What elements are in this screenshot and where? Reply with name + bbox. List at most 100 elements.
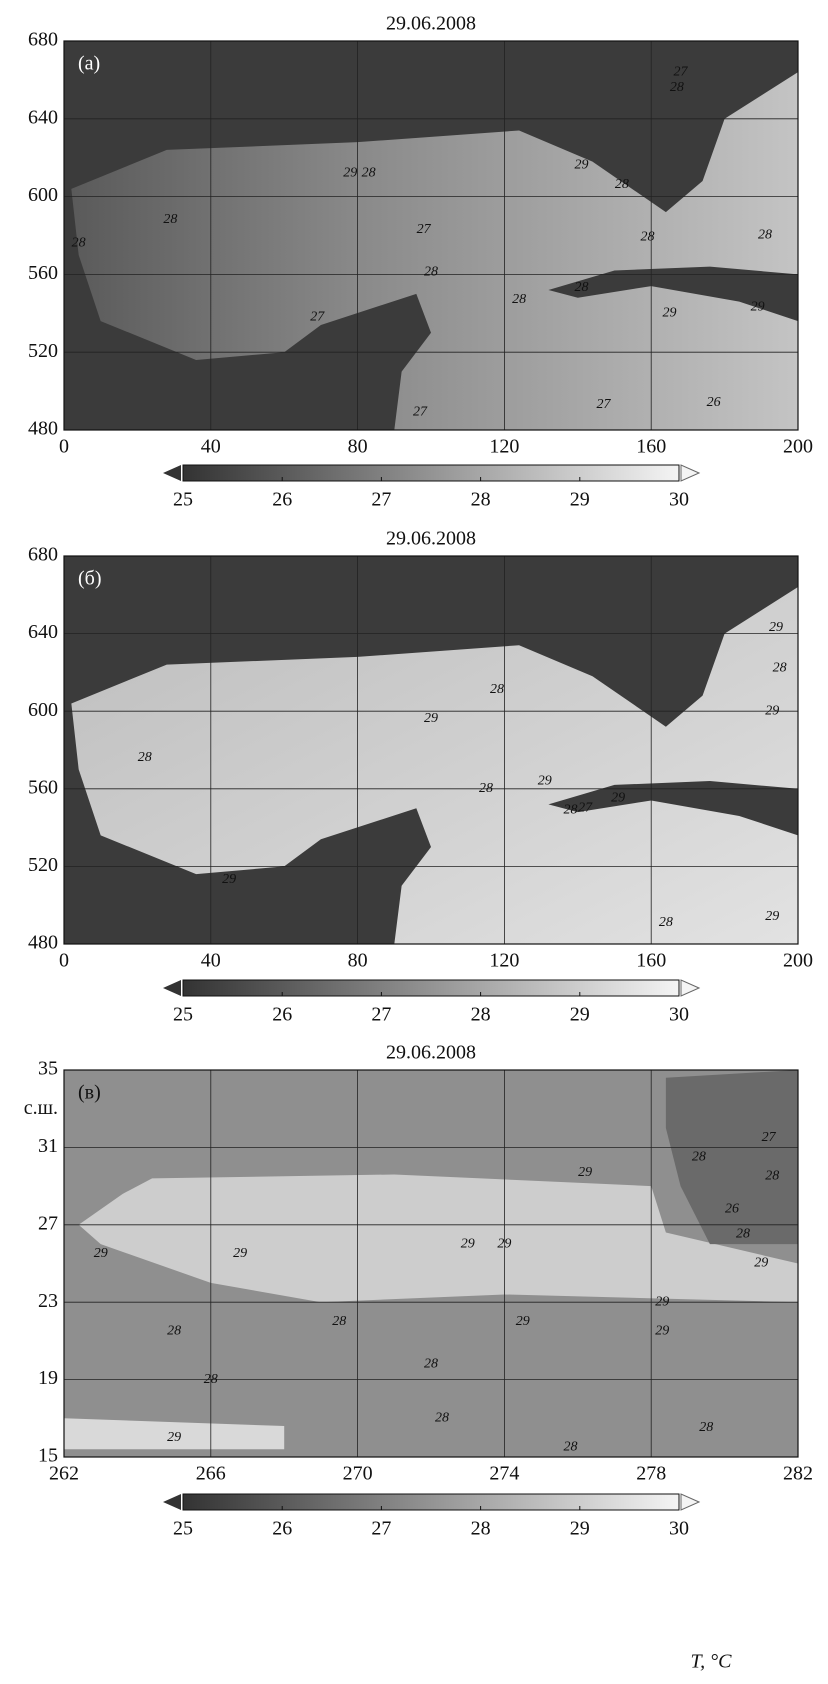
contour-label: 28	[167, 1323, 181, 1338]
colorbar-tick-label: 28	[471, 1004, 491, 1026]
contour-label: 28	[736, 1227, 750, 1242]
contour-label: 28	[138, 750, 152, 765]
colorbar-tick-label: 30	[669, 489, 689, 511]
y-tick-label: 520	[28, 854, 58, 876]
contour-label: 28	[490, 682, 504, 697]
y-tick-label: 480	[28, 932, 58, 954]
contour-label: 29	[424, 711, 438, 726]
sea-field	[71, 587, 799, 944]
contour-label: 28	[670, 80, 684, 95]
contour-label: 29	[574, 158, 588, 173]
chart-title: 29.06.2008	[386, 1042, 476, 1064]
y-tick-label: 640	[28, 106, 58, 128]
contour-label: 29	[765, 703, 779, 718]
warm-area	[78, 1174, 799, 1303]
contour-label: 28	[424, 265, 438, 280]
contour-label: 28	[765, 1169, 779, 1184]
contour-label: 29	[655, 1294, 669, 1309]
contour-label: 26	[707, 395, 721, 410]
sea-field	[71, 72, 799, 431]
chart-title: 29.06.2008	[386, 13, 476, 35]
y-tick-label: 31	[38, 1135, 58, 1157]
y-tick-label: 35	[38, 1058, 58, 1080]
contour-label: 29	[94, 1246, 108, 1261]
contour-label: 28	[332, 1314, 346, 1329]
x-tick-label: 0	[59, 950, 69, 972]
contour-label: 28	[72, 235, 86, 250]
contour-label: 29	[233, 1246, 247, 1261]
contour-label: 29	[516, 1314, 530, 1329]
x-tick-label: 160	[636, 436, 666, 458]
contour-label: 29	[769, 620, 783, 635]
colorbar-tick-label: 28	[471, 1518, 491, 1540]
panel-label: (б)	[78, 568, 102, 590]
colorbar-tick-label: 25	[173, 1518, 193, 1540]
chart-title: 29.06.2008	[386, 528, 476, 550]
y-tick-label: 560	[28, 262, 58, 284]
plot-frame	[63, 555, 799, 945]
contour-label: 29	[578, 1165, 592, 1180]
x-tick-label: 80	[348, 436, 368, 458]
contour-label: 27	[596, 397, 611, 412]
y-tick-label: 480	[28, 418, 58, 440]
colorbar-extend-low	[163, 465, 181, 481]
contour-label: 27	[674, 64, 689, 79]
colorbar-extend-high	[680, 979, 701, 997]
contour-label: 28	[692, 1149, 706, 1164]
colorbar-tick-label: 28	[471, 489, 491, 511]
contour-label: 27	[310, 309, 325, 324]
contour-label: 27	[762, 1130, 777, 1145]
contour-label: 28	[641, 230, 655, 245]
colorbar-tick-label: 29	[570, 1004, 590, 1026]
y-tick-label: 15	[38, 1445, 58, 1467]
cool-area	[665, 1070, 798, 1245]
y-tick-label: 23	[38, 1290, 58, 1312]
y-tick-label: 27	[38, 1212, 58, 1234]
colorbar-extend-low	[163, 980, 181, 996]
colorbar-extend-low	[163, 1494, 181, 1510]
colorbar	[182, 464, 680, 482]
contour-label: 28	[362, 165, 376, 180]
panel-label: (в)	[78, 1082, 101, 1104]
colorbar	[182, 979, 680, 997]
x-tick-label: 80	[348, 950, 368, 972]
y-tick-label: 680	[28, 544, 58, 566]
colorbar-label: T, °C	[691, 1651, 733, 1673]
colorbar-tick-label: 26	[272, 1004, 292, 1026]
contour-label: 29	[497, 1236, 511, 1251]
colorbar-tick-label: 29	[570, 1518, 590, 1540]
y-tick-label: 19	[38, 1367, 58, 1389]
x-tick-label: 270	[343, 1463, 373, 1485]
y-tick-label: 520	[28, 340, 58, 362]
colorbar-extend-high	[680, 464, 701, 482]
x-tick-label: 120	[489, 950, 519, 972]
contour-label: 28	[424, 1356, 438, 1371]
contour-label: 26	[725, 1202, 739, 1217]
contour-label: 28	[204, 1372, 218, 1387]
colorbar-tick-label: 26	[272, 489, 292, 511]
colorbar-tick-label: 27	[371, 1518, 391, 1540]
colorbar-tick-label: 30	[669, 1518, 689, 1540]
colorbar-tick-label: 27	[371, 1004, 391, 1026]
contour-label: 28	[615, 177, 629, 192]
y-tick-label: 560	[28, 776, 58, 798]
contour-label: 28	[659, 915, 673, 930]
contour-label: 29	[167, 1430, 181, 1445]
x-tick-label: 40	[201, 436, 221, 458]
y-tick-label: 600	[28, 699, 58, 721]
contour-label: 29	[751, 300, 765, 315]
contour-label: 29	[222, 872, 236, 887]
contour-label: 29	[461, 1236, 475, 1251]
contour-label: 29	[343, 165, 357, 180]
colorbar-extend-high	[680, 1493, 701, 1511]
warm-area	[64, 1418, 285, 1450]
contour-label: 28	[435, 1411, 449, 1426]
y-axis-label: с.ш.	[24, 1097, 58, 1119]
plot-frame	[63, 1069, 799, 1458]
y-tick-label: 680	[28, 29, 58, 51]
x-tick-label: 0	[59, 436, 69, 458]
x-tick-label: 120	[489, 436, 519, 458]
contour-label: 28	[773, 661, 787, 676]
contour-label: 28	[699, 1420, 713, 1435]
